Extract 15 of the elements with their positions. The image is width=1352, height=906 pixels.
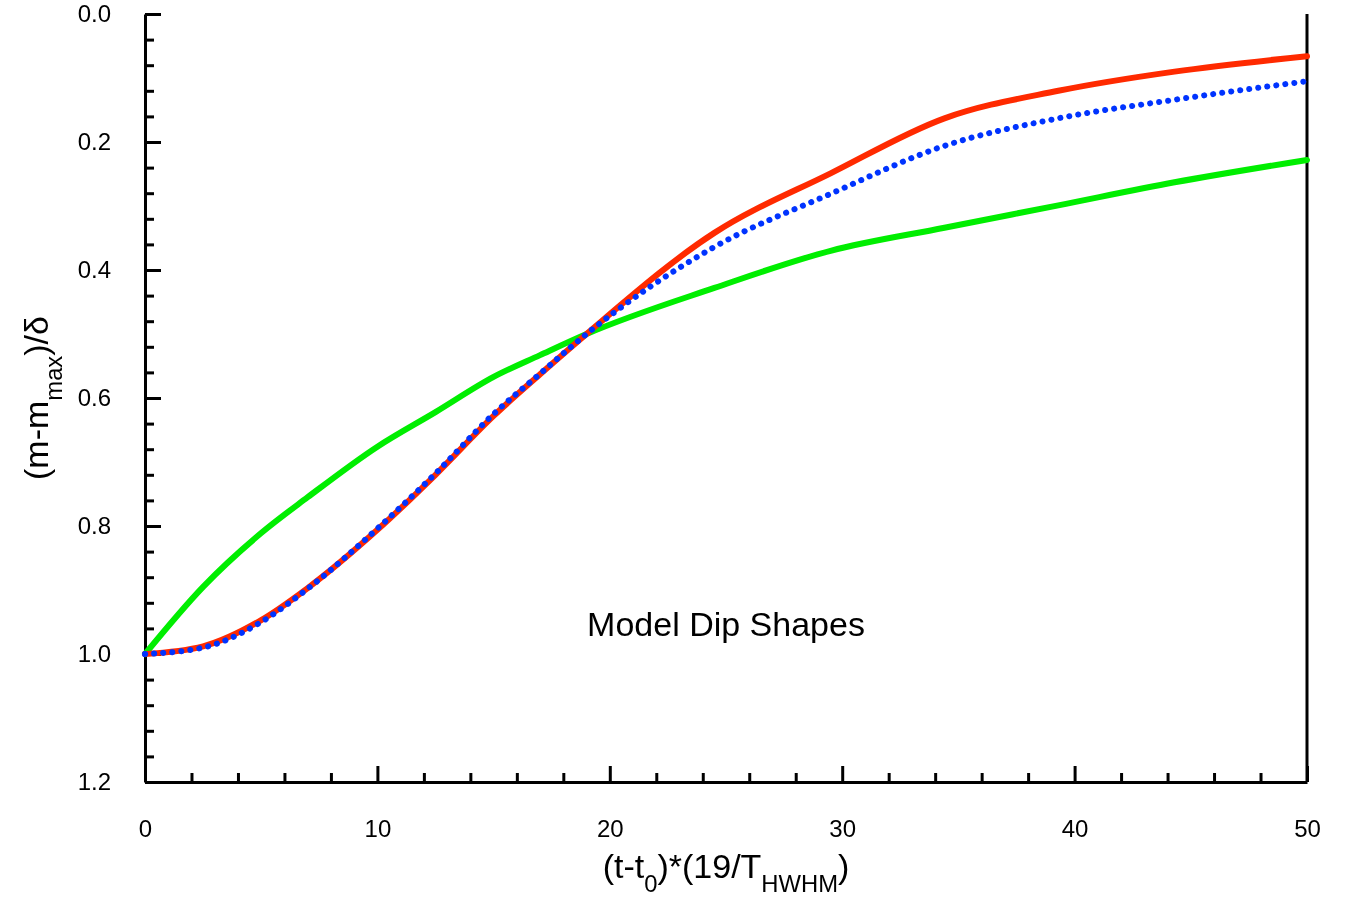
x-axis-title: (t-t$_{0}$)*(19/T$_{HWHM}$) bbox=[602, 847, 850, 897]
x-tick-label: 40 bbox=[1061, 815, 1089, 843]
x-tick-label: 30 bbox=[829, 815, 857, 843]
x-tick-label: 50 bbox=[1294, 815, 1321, 843]
y-tick-label: 0.2 bbox=[77, 128, 111, 156]
y-tick-label: 1.0 bbox=[77, 640, 111, 668]
x-tick-label: 0 bbox=[138, 815, 153, 843]
annotation: Model Dip Shapes bbox=[587, 605, 865, 644]
y-tick-label: 0.8 bbox=[77, 512, 111, 540]
x-tick-label: 20 bbox=[596, 815, 624, 843]
y-tick-label: 0.4 bbox=[77, 256, 111, 284]
y-tick-label: 0.6 bbox=[77, 384, 111, 412]
x-tick-label: 10 bbox=[364, 815, 392, 843]
y-tick-label: 0.0 bbox=[77, 0, 111, 28]
y-tick-label: 1.2 bbox=[77, 768, 111, 796]
